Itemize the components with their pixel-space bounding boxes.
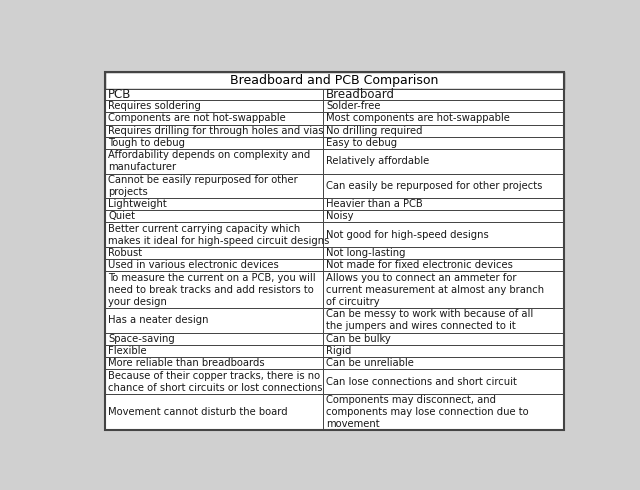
Bar bbox=[323, 247, 564, 259]
Text: Breadboard: Breadboard bbox=[326, 88, 396, 101]
Bar bbox=[105, 173, 323, 198]
Bar bbox=[105, 112, 323, 124]
Text: Most components are hot-swappable: Most components are hot-swappable bbox=[326, 114, 510, 123]
Bar bbox=[105, 149, 323, 173]
Text: Allows you to connect an ammeter for
current measurement at almost any branch
of: Allows you to connect an ammeter for cur… bbox=[326, 273, 545, 307]
Bar bbox=[105, 89, 323, 100]
Bar bbox=[323, 124, 564, 137]
Text: Not long-lasting: Not long-lasting bbox=[326, 248, 406, 258]
Text: Requires drilling for through holes and vias: Requires drilling for through holes and … bbox=[108, 126, 324, 136]
Text: Affordability depends on complexity and
manufacturer: Affordability depends on complexity and … bbox=[108, 150, 310, 172]
Bar bbox=[323, 100, 564, 112]
Text: Better current carrying capacity which
makes it ideal for high-speed circuit des: Better current carrying capacity which m… bbox=[108, 224, 330, 245]
Bar bbox=[105, 100, 323, 112]
Bar bbox=[323, 210, 564, 222]
Text: Easy to debug: Easy to debug bbox=[326, 138, 397, 148]
Text: Can be bulky: Can be bulky bbox=[326, 334, 391, 343]
Text: Heavier than a PCB: Heavier than a PCB bbox=[326, 199, 423, 209]
Bar bbox=[323, 89, 564, 100]
Bar bbox=[105, 124, 323, 137]
Bar bbox=[323, 173, 564, 198]
Bar bbox=[323, 345, 564, 357]
Text: Noisy: Noisy bbox=[326, 211, 354, 221]
Text: Can lose connections and short circuit: Can lose connections and short circuit bbox=[326, 376, 517, 387]
Bar bbox=[323, 333, 564, 345]
Bar bbox=[105, 198, 323, 210]
Bar bbox=[105, 308, 323, 333]
Text: Not good for high-speed designs: Not good for high-speed designs bbox=[326, 230, 489, 240]
Bar bbox=[323, 271, 564, 308]
Bar bbox=[323, 112, 564, 124]
Bar bbox=[323, 259, 564, 271]
Text: Quiet: Quiet bbox=[108, 211, 135, 221]
Text: Requires soldering: Requires soldering bbox=[108, 101, 201, 111]
Bar bbox=[105, 72, 564, 89]
Text: Tough to debug: Tough to debug bbox=[108, 138, 185, 148]
Bar bbox=[105, 394, 323, 430]
Text: No drilling required: No drilling required bbox=[326, 126, 422, 136]
Bar bbox=[105, 333, 323, 345]
Bar bbox=[323, 369, 564, 394]
Bar bbox=[323, 149, 564, 173]
Text: To measure the current on a PCB, you will
need to break tracks and add resistors: To measure the current on a PCB, you wil… bbox=[108, 273, 316, 307]
Text: More reliable than breadboards: More reliable than breadboards bbox=[108, 358, 265, 368]
Bar bbox=[323, 198, 564, 210]
Text: Robust: Robust bbox=[108, 248, 142, 258]
Text: Components are not hot-swappable: Components are not hot-swappable bbox=[108, 114, 286, 123]
Text: Can be unreliable: Can be unreliable bbox=[326, 358, 414, 368]
Bar bbox=[105, 345, 323, 357]
Bar bbox=[105, 369, 323, 394]
Bar bbox=[105, 210, 323, 222]
Text: Relatively affordable: Relatively affordable bbox=[326, 156, 429, 166]
Bar bbox=[105, 271, 323, 308]
Bar bbox=[105, 259, 323, 271]
Text: Has a neater design: Has a neater design bbox=[108, 316, 209, 325]
Text: Space-saving: Space-saving bbox=[108, 334, 175, 343]
Text: Rigid: Rigid bbox=[326, 346, 351, 356]
Text: Can easily be repurposed for other projects: Can easily be repurposed for other proje… bbox=[326, 181, 543, 191]
Bar bbox=[323, 308, 564, 333]
Bar bbox=[105, 247, 323, 259]
Text: Flexible: Flexible bbox=[108, 346, 147, 356]
Text: Lightweight: Lightweight bbox=[108, 199, 167, 209]
Text: Can be messy to work with because of all
the jumpers and wires connected to it: Can be messy to work with because of all… bbox=[326, 309, 534, 331]
Bar bbox=[323, 394, 564, 430]
Bar bbox=[323, 357, 564, 369]
Text: Solder-free: Solder-free bbox=[326, 101, 381, 111]
Text: Movement cannot disturb the board: Movement cannot disturb the board bbox=[108, 407, 288, 417]
Text: Because of their copper tracks, there is no
chance of short circuits or lost con: Because of their copper tracks, there is… bbox=[108, 370, 323, 392]
Bar bbox=[105, 222, 323, 247]
Bar bbox=[323, 222, 564, 247]
Bar bbox=[323, 137, 564, 149]
Text: Not made for fixed electronic devices: Not made for fixed electronic devices bbox=[326, 260, 513, 270]
Bar bbox=[105, 357, 323, 369]
Text: Used in various electronic devices: Used in various electronic devices bbox=[108, 260, 279, 270]
Text: Breadboard and PCB Comparison: Breadboard and PCB Comparison bbox=[230, 74, 438, 87]
Text: PCB: PCB bbox=[108, 88, 132, 101]
Text: Cannot be easily repurposed for other
projects: Cannot be easily repurposed for other pr… bbox=[108, 175, 298, 197]
Bar bbox=[105, 137, 323, 149]
Text: Components may disconnect, and
components may lose connection due to
movement: Components may disconnect, and component… bbox=[326, 395, 529, 429]
